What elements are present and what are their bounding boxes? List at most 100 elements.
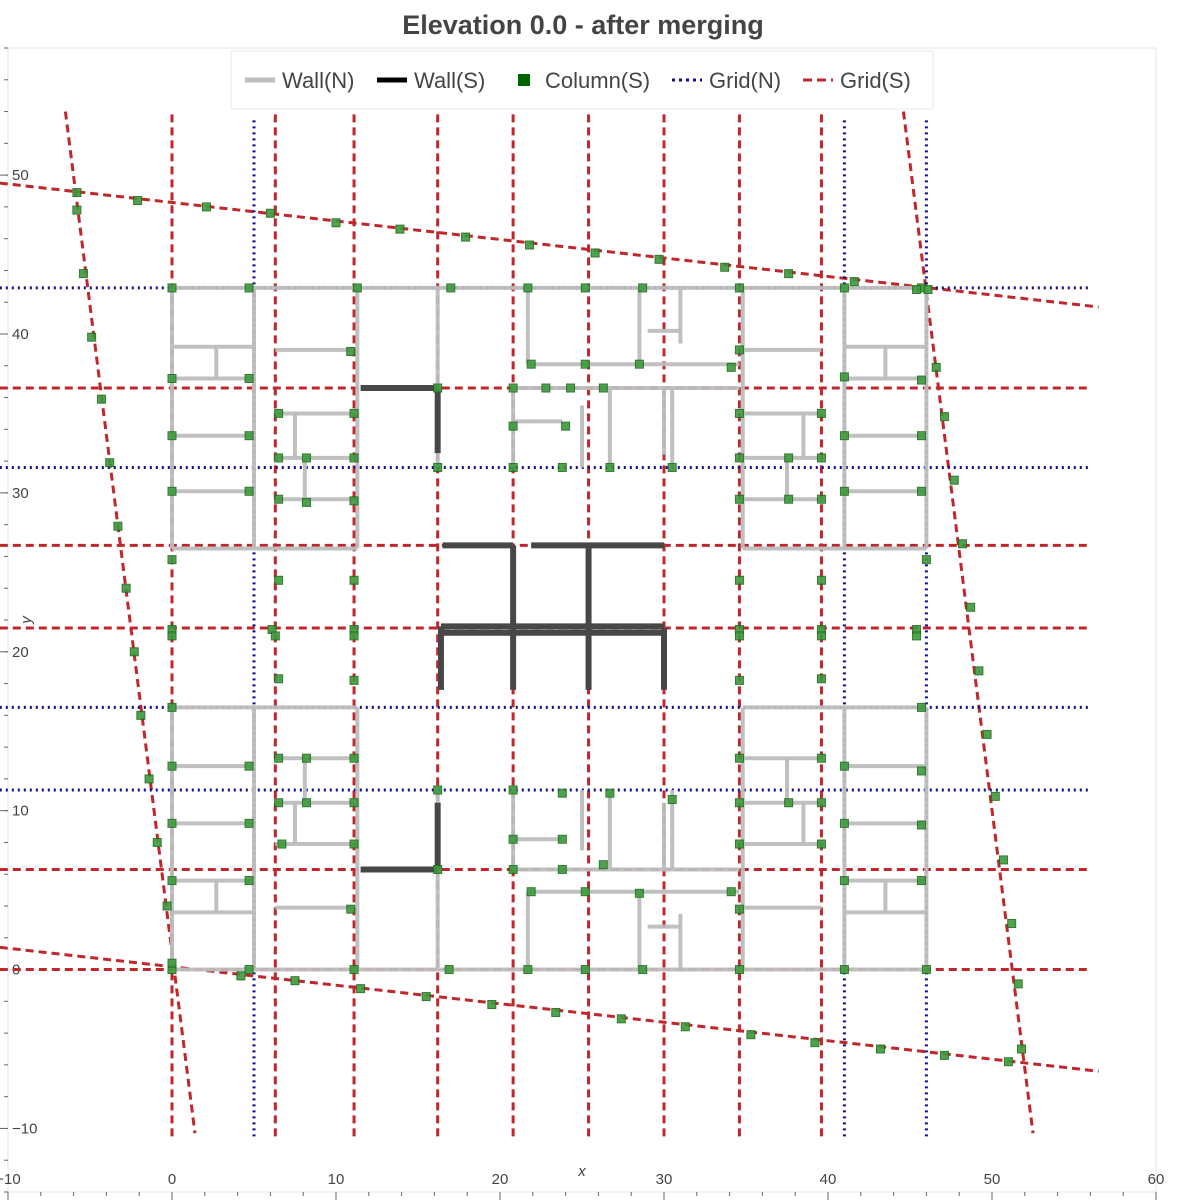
column-point xyxy=(605,788,615,798)
column-point xyxy=(605,462,615,472)
column-point xyxy=(982,729,992,739)
column-point xyxy=(274,674,284,684)
column-point xyxy=(816,575,826,585)
wall-s-series xyxy=(360,385,667,873)
column-point xyxy=(974,666,984,676)
column-point xyxy=(557,788,567,798)
column-point xyxy=(167,702,177,712)
column-point xyxy=(580,965,590,975)
column-point xyxy=(270,631,280,641)
column-point xyxy=(616,1014,626,1024)
column-point xyxy=(734,283,744,293)
grid-s-line xyxy=(0,181,1099,309)
column-point xyxy=(349,575,359,585)
column-point xyxy=(931,362,941,372)
column-point xyxy=(201,202,211,212)
column-point xyxy=(557,834,567,844)
column-point xyxy=(133,196,143,206)
column-point xyxy=(784,453,794,463)
column-point xyxy=(916,486,926,496)
column-point xyxy=(566,383,576,393)
column-point xyxy=(274,494,284,504)
column-point xyxy=(72,205,82,215)
legend: Wall(N) Wall(S) Column(S) Grid(N) Grid(S) xyxy=(230,50,934,110)
column-point xyxy=(301,497,311,507)
column-point xyxy=(349,839,359,849)
x-tick-label: 20 xyxy=(492,1171,509,1188)
column-point xyxy=(998,855,1008,865)
column-point xyxy=(557,462,567,472)
column-point xyxy=(839,965,849,975)
x-tick-label: 30 xyxy=(656,1171,673,1188)
column-point xyxy=(167,631,177,641)
column-point xyxy=(508,834,518,844)
column-point xyxy=(349,408,359,418)
column-point xyxy=(433,864,443,874)
column-point xyxy=(921,965,931,975)
column-point xyxy=(816,408,826,418)
column-point xyxy=(265,208,275,218)
column-point xyxy=(167,958,177,968)
column-point xyxy=(916,375,926,385)
x-axis-label: x xyxy=(577,1163,586,1180)
column-point xyxy=(634,888,644,898)
column-point xyxy=(301,798,311,808)
x-tick-label: 10 xyxy=(328,1171,345,1188)
y-tick-label: 40 xyxy=(12,326,29,343)
column-point xyxy=(966,602,976,612)
column-point xyxy=(72,188,82,198)
wall-n-series xyxy=(170,285,929,972)
column-point xyxy=(96,394,106,404)
column-point xyxy=(598,860,608,870)
column-point xyxy=(523,283,533,293)
column-point xyxy=(487,1000,497,1010)
column-point xyxy=(274,453,284,463)
column-point xyxy=(274,408,284,418)
column-point xyxy=(734,675,744,685)
column-point xyxy=(352,283,362,293)
column-point xyxy=(839,876,849,886)
legend-label: Grid(S) xyxy=(840,68,911,93)
y-tick-label: 20 xyxy=(12,644,29,661)
column-point xyxy=(167,373,177,383)
y-tick-label: 50 xyxy=(12,167,29,184)
column-point xyxy=(446,283,456,293)
column-point xyxy=(541,383,551,393)
column-point xyxy=(433,785,443,795)
column-point xyxy=(129,647,139,657)
y-tick-label: 10 xyxy=(12,803,29,820)
column-point xyxy=(912,631,922,641)
column-point xyxy=(244,876,254,886)
column-point xyxy=(121,583,131,593)
column-point xyxy=(167,818,177,828)
column-point xyxy=(734,575,744,585)
column-point xyxy=(816,674,826,684)
column-point xyxy=(916,431,926,441)
x-tick-label: 0 xyxy=(168,1171,176,1188)
column-point xyxy=(561,421,571,431)
column-s-series xyxy=(72,188,1027,1067)
column-point xyxy=(1007,918,1017,928)
column-point xyxy=(349,675,359,685)
column-point xyxy=(236,971,246,981)
column-point xyxy=(734,753,744,763)
legend-column-marker xyxy=(518,74,530,86)
column-point xyxy=(508,864,518,874)
column-point xyxy=(923,285,933,295)
column-point xyxy=(331,218,341,228)
column-point xyxy=(726,362,736,372)
column-point xyxy=(734,631,744,641)
column-point xyxy=(244,965,254,975)
x-tick-label: 60 xyxy=(1148,1171,1165,1188)
x-tick-label: −10 xyxy=(0,1171,21,1188)
column-point xyxy=(167,876,177,886)
axis-labels-group: x y xyxy=(18,615,586,1180)
column-point xyxy=(784,269,794,279)
column-point xyxy=(598,383,608,393)
column-point xyxy=(444,965,454,975)
column-point xyxy=(957,539,967,549)
column-point xyxy=(734,965,744,975)
chart-title: Elevation 0.0 - after merging xyxy=(402,10,764,40)
column-point xyxy=(590,248,600,258)
